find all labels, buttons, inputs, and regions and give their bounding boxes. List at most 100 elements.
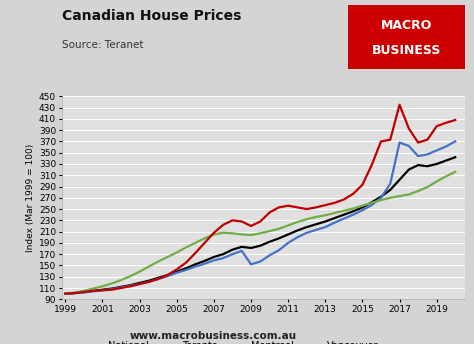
National	[164, 273, 170, 277]
Toronto	[406, 144, 411, 148]
National	[248, 246, 254, 250]
National	[304, 225, 310, 229]
Vancouver	[452, 118, 458, 122]
Vancouver	[313, 205, 319, 209]
Vancouver	[406, 126, 411, 130]
National	[276, 236, 282, 240]
Toronto	[155, 277, 161, 281]
Toronto	[341, 217, 346, 221]
Vancouver	[294, 205, 300, 209]
Vancouver	[118, 286, 124, 290]
Montreal	[397, 194, 402, 198]
National	[137, 281, 143, 285]
National	[397, 178, 402, 182]
National	[128, 283, 133, 287]
Toronto	[100, 288, 105, 292]
Montreal	[378, 198, 384, 202]
National	[63, 292, 68, 296]
Toronto	[202, 262, 208, 266]
Montreal	[434, 179, 439, 183]
Toronto	[360, 208, 365, 212]
National	[415, 163, 421, 167]
Toronto	[350, 213, 356, 217]
Toronto	[239, 249, 245, 253]
Toronto	[220, 256, 226, 260]
Y-axis label: Index (Mar 1999 = 100): Index (Mar 1999 = 100)	[26, 144, 35, 252]
Toronto	[192, 265, 198, 269]
Montreal	[118, 278, 124, 282]
Vancouver	[146, 280, 152, 284]
Montreal	[202, 236, 208, 240]
Toronto	[387, 182, 393, 186]
Vancouver	[239, 219, 245, 224]
National	[192, 262, 198, 266]
Montreal	[174, 250, 180, 255]
Toronto	[443, 144, 449, 149]
Vancouver	[350, 192, 356, 196]
Toronto	[425, 152, 430, 157]
National	[146, 279, 152, 283]
National	[229, 248, 235, 252]
Vancouver	[360, 183, 365, 187]
Montreal	[267, 229, 273, 233]
Vancouver	[155, 277, 161, 281]
National	[155, 276, 161, 280]
Toronto	[137, 282, 143, 286]
Vancouver	[174, 267, 180, 271]
Toronto	[313, 228, 319, 232]
National	[174, 270, 180, 274]
Vancouver	[202, 241, 208, 245]
Montreal	[313, 215, 319, 219]
Toronto	[91, 289, 96, 293]
Toronto	[72, 291, 77, 295]
Vancouver	[425, 138, 430, 142]
Toronto	[452, 139, 458, 143]
Vancouver	[137, 282, 143, 286]
Vancouver	[276, 205, 282, 209]
National	[211, 255, 217, 259]
National	[91, 289, 96, 293]
Montreal	[137, 270, 143, 274]
Vancouver	[387, 138, 393, 142]
Montreal	[452, 170, 458, 174]
Montreal	[183, 245, 189, 249]
Vancouver	[128, 284, 133, 288]
National	[294, 228, 300, 233]
National	[220, 252, 226, 256]
National	[332, 216, 337, 220]
Toronto	[183, 268, 189, 272]
Text: www.macrobusiness.com.au: www.macrobusiness.com.au	[130, 331, 297, 341]
Montreal	[72, 290, 77, 294]
Montreal	[369, 201, 374, 205]
Montreal	[100, 284, 105, 288]
National	[202, 259, 208, 263]
Montreal	[63, 292, 68, 296]
Montreal	[276, 227, 282, 231]
Vancouver	[397, 103, 402, 107]
Toronto	[248, 262, 254, 266]
National	[378, 195, 384, 199]
Vancouver	[415, 140, 421, 144]
National	[72, 291, 77, 295]
Montreal	[239, 233, 245, 237]
Montreal	[229, 231, 235, 235]
Text: Canadian House Prices: Canadian House Prices	[62, 9, 241, 23]
National	[257, 244, 263, 248]
Toronto	[146, 280, 152, 284]
Vancouver	[285, 204, 291, 208]
Montreal	[81, 289, 87, 293]
Toronto	[267, 253, 273, 257]
Vancouver	[72, 291, 77, 295]
Toronto	[211, 258, 217, 262]
Vancouver	[369, 163, 374, 167]
Toronto	[257, 259, 263, 264]
National	[341, 213, 346, 217]
National	[81, 290, 87, 294]
Toronto	[229, 252, 235, 256]
National	[100, 288, 105, 292]
Vancouver	[267, 211, 273, 215]
Vancouver	[434, 124, 439, 128]
Line: National: National	[65, 157, 455, 294]
Vancouver	[229, 218, 235, 223]
Montreal	[192, 241, 198, 245]
